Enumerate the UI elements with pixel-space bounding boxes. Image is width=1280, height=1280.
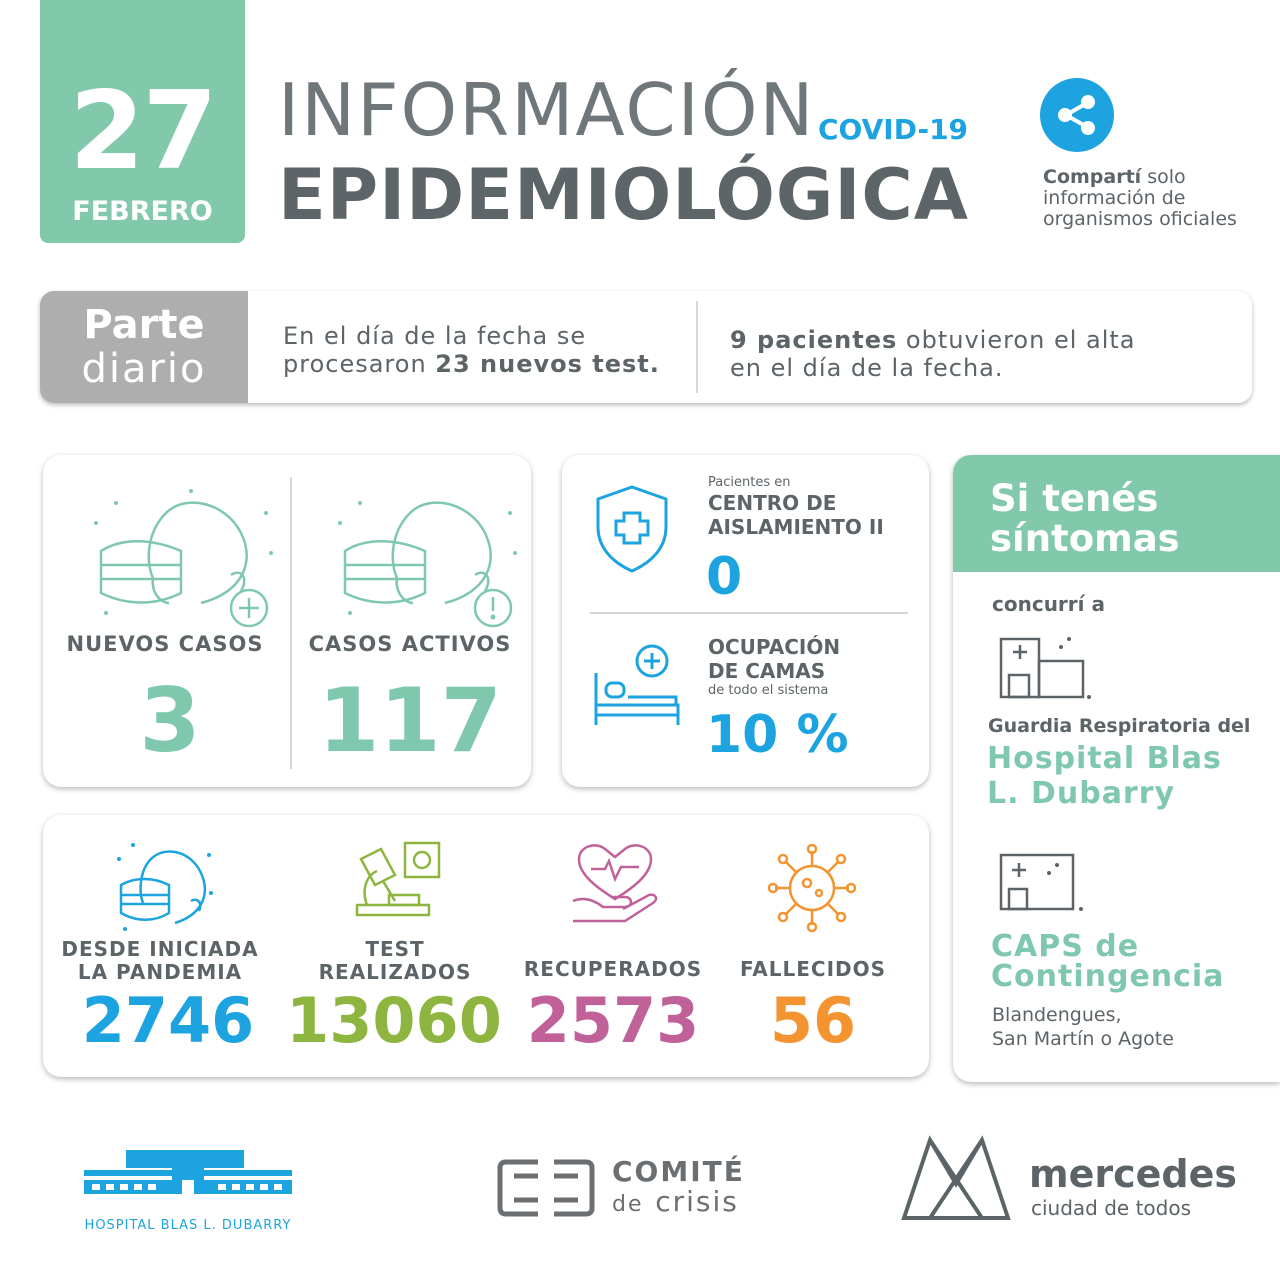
hospital-name: Hospital Blas L. Dubarry: [987, 741, 1222, 811]
comite-text: COMITÉ de crisis: [612, 1157, 745, 1220]
patients-small-label: Pacientes en: [708, 475, 791, 490]
divider: [290, 477, 292, 769]
recovered-value: 2573: [526, 984, 700, 1057]
beds-title2: DE CAMAS: [708, 659, 826, 683]
virus-icon: [767, 843, 857, 933]
hospital-building-icon: [999, 637, 1091, 699]
tests-l2: REALIZADOS: [318, 960, 472, 984]
shield-cross-icon: [596, 485, 668, 573]
tests-processed-text: En el día de la fecha se procesaron 23 n…: [283, 322, 660, 378]
deceased-label: FALLECIDOS: [739, 957, 887, 981]
caps-place2: San Martín o Agote: [992, 1028, 1174, 1050]
totals-card: DESDE INICIADA LA PANDEMIA 2746 TEST REA…: [43, 815, 929, 1077]
mercedes-name: mercedes: [1029, 1152, 1237, 1196]
discharged-rest: obtuvieron el alta: [897, 326, 1136, 354]
isolation-center-title: CENTRO DE AISLAMIENTO II: [708, 491, 884, 539]
caps-locations: Blandengues, San Martín o Agote: [992, 1003, 1174, 1051]
active-cases-value: 117: [318, 669, 502, 772]
tests-label: TEST REALIZADOS: [293, 938, 497, 984]
isolation-card: Pacientes en CENTRO DE AISLAMIENTO II 0 …: [562, 455, 929, 787]
daily-report-label: Parte diario: [40, 291, 248, 403]
date-month: FEBRERO: [72, 196, 213, 227]
discharged-line2: en el día de la fecha.: [730, 354, 1004, 382]
deceased-value: 56: [769, 984, 857, 1057]
pandemic-label: DESDE INICIADA LA PANDEMIA: [57, 938, 263, 984]
tests-l1: TEST: [365, 937, 425, 961]
beds-value: 10 %: [706, 705, 849, 765]
isolation-value: 0: [706, 547, 743, 607]
tests-value: 13060: [286, 984, 502, 1057]
diario-word: diario: [81, 346, 207, 392]
isolation-title2: AISLAMIENTO II: [708, 515, 884, 539]
pandemic-value: 2746: [81, 984, 255, 1057]
caps-place1: Blandengues,: [992, 1004, 1122, 1026]
comite-crisis: crisis: [655, 1185, 739, 1218]
mercedes-tagline: ciudad de todos: [1031, 1196, 1192, 1220]
comite-line1: COMITÉ: [612, 1155, 745, 1188]
discharged-text: 9 pacientes obtuvieron el alta en el día…: [730, 326, 1136, 382]
date-badge: 27 FEBRERO: [40, 0, 245, 243]
share-icon[interactable]: [1040, 78, 1114, 152]
tests-line2a: procesaron: [283, 350, 436, 378]
pandemic-l2: LA PANDEMIA: [77, 960, 243, 984]
hospital-logo-text: HOSPITAL BLAS L. DUBARRY: [84, 1218, 292, 1233]
new-cases-value: 3: [139, 669, 201, 772]
masked-face-plus-icon: [94, 489, 273, 628]
date-day: 27: [69, 69, 217, 194]
respiratory-guard-label: Guardia Respiratoria del: [988, 715, 1251, 737]
masked-face-icon: [117, 843, 213, 931]
share-rest: solo: [1141, 166, 1186, 188]
caps-name1: CAPS de: [991, 929, 1140, 964]
caps-name: CAPS de Contingencia: [991, 932, 1224, 992]
go-to-label: concurrí a: [992, 592, 1105, 616]
beds-sub: de todo el sistema: [708, 683, 829, 698]
caps-building-icon: [999, 853, 1083, 911]
share-bold: Compartí: [1043, 166, 1142, 188]
isolation-title1: CENTRO DE: [708, 491, 837, 515]
hospital-name2: L. Dubarry: [987, 776, 1176, 811]
tests-line2b: 23 nuevos test.: [435, 350, 660, 378]
discharged-count: 9 pacientes: [730, 326, 898, 354]
recovered-label: RECUPERADOS: [523, 957, 703, 981]
masked-face-alert-icon: [338, 501, 517, 628]
caps-name2: Contingencia: [991, 959, 1225, 994]
page-title-line1: INFORMACIÓN: [278, 68, 816, 152]
active-cases-label: CASOS ACTIVOS: [308, 632, 512, 656]
comite-de: de: [612, 1192, 644, 1217]
symptoms-title: Si tenés síntomas: [990, 479, 1250, 559]
covid-tag: COVID-19: [818, 113, 969, 146]
symptoms-card: Si tenés síntomas concurrí a Guardia Res…: [953, 455, 1280, 1082]
share-line3: organismos oficiales: [1043, 208, 1237, 230]
hospital-name1: Hospital Blas: [987, 741, 1222, 776]
comite-logo-icon: [497, 1159, 595, 1217]
page-title-line2: EPIDEMIOLÓGICA: [278, 154, 969, 236]
share-line2: información de: [1043, 187, 1186, 209]
cases-card: NUEVOS CASOS 3 CASOS ACTIVOS 117: [43, 455, 531, 787]
hospital-logo: [84, 1150, 292, 1194]
symptoms-title2: síntomas: [990, 517, 1180, 560]
pandemic-l1: DESDE INICIADA: [61, 937, 259, 961]
hospital-bed-icon: [594, 644, 680, 725]
mercedes-logo-icon: [901, 1135, 1011, 1220]
symptoms-title1: Si tenés: [990, 477, 1159, 520]
symptoms-header: Si tenés síntomas: [953, 455, 1280, 572]
heart-hand-icon: [572, 844, 658, 923]
daily-report-bar: Parte diario En el día de la fecha se pr…: [40, 291, 1252, 403]
divider: [590, 612, 908, 614]
new-cases-label: NUEVOS CASOS: [66, 632, 264, 656]
parte-word: Parte: [83, 302, 205, 348]
beds-title1: OCUPACIÓN: [708, 635, 841, 659]
microscope-icon: [355, 841, 441, 917]
share-notice: Compartí solo información de organismos …: [1043, 167, 1263, 230]
tests-line1: En el día de la fecha se: [283, 322, 587, 350]
divider: [696, 301, 698, 393]
beds-title: OCUPACIÓN DE CAMAS: [708, 635, 840, 683]
